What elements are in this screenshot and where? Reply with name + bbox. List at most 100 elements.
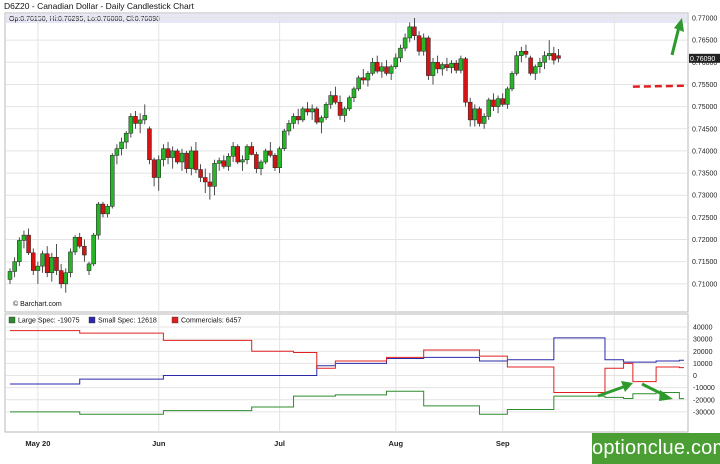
candle [286, 119, 292, 136]
candle-body-up [537, 62, 543, 67]
candle [207, 173, 213, 200]
candle-body-up [240, 159, 245, 163]
candle [240, 155, 245, 171]
candle [365, 71, 371, 87]
candle [156, 155, 161, 191]
candle [216, 157, 222, 171]
price-tick-label: 0.76500 [692, 38, 717, 45]
cot-tick-label: -20000 [693, 397, 715, 404]
candle [202, 168, 208, 194]
candle-body-down [151, 159, 157, 178]
candle [509, 71, 515, 92]
candle-body-down [463, 58, 468, 103]
candle-body-down [249, 146, 254, 155]
candle [105, 204, 110, 218]
cot-tick-label: -10000 [693, 385, 715, 392]
candle-body-down [314, 108, 320, 123]
candle [347, 95, 352, 112]
candle-body-up [379, 66, 385, 72]
time-tick-label: Aug [389, 439, 404, 448]
candle [309, 104, 315, 120]
candle [514, 51, 519, 76]
candle-body-up [123, 132, 129, 143]
candle-body-up [277, 148, 282, 169]
candle [402, 33, 408, 52]
candle-body-up [309, 108, 315, 113]
legend-swatch [171, 316, 179, 324]
candle [96, 201, 101, 240]
cot-tick-label: 20000 [693, 349, 713, 356]
candle-body-up [347, 97, 352, 110]
candle [63, 268, 69, 293]
candle-body-down [268, 150, 273, 156]
candle [86, 261, 92, 275]
price-grid [6, 14, 687, 311]
support-level-line [632, 84, 689, 88]
candle-body-up [388, 66, 394, 74]
candle [21, 230, 27, 249]
time-axis: May 20JunJulAugSepOct [25, 439, 621, 448]
candle-body-down [333, 95, 338, 103]
candle-body-down [58, 270, 64, 285]
candle [440, 62, 445, 76]
price-tick-label: 0.71000 [692, 281, 717, 288]
price-tick-label: 0.75500 [692, 82, 717, 89]
candle-body-up [244, 146, 250, 161]
candle [477, 106, 482, 127]
candle-body-up [216, 160, 222, 164]
candle-body-down [551, 53, 557, 61]
candle-body-down [193, 150, 199, 170]
candle [226, 153, 231, 171]
candle-body-down [453, 62, 459, 71]
time-tick-label: May 20 [25, 439, 50, 448]
candle [26, 228, 31, 256]
ohlc-readout: Op:0.76150, Hi:0.76295, Lo:0.76000, Cl:0… [9, 16, 160, 23]
candle [258, 159, 264, 176]
candle [291, 113, 296, 129]
candle [91, 232, 96, 267]
candle [128, 113, 134, 138]
cot-lines [10, 330, 684, 415]
candle-body-up [291, 116, 296, 124]
candle [412, 18, 417, 41]
candle-body-down [165, 148, 171, 158]
candle [30, 248, 36, 275]
candle-body-up [21, 234, 27, 241]
candle-body-down [175, 150, 180, 163]
candle-body-up [495, 98, 501, 107]
candle [351, 86, 357, 103]
candle [323, 102, 329, 120]
candle [374, 55, 380, 74]
candle-body-up [342, 108, 347, 116]
candle-body-down [491, 99, 496, 107]
price-tick-label: 0.74000 [692, 148, 717, 155]
time-tick-label: Jun [152, 439, 166, 448]
rise-arrow-icon [597, 381, 633, 398]
candle [361, 68, 366, 85]
candle-body-down [221, 160, 227, 167]
candle [388, 64, 394, 81]
candle-body-up [449, 62, 454, 68]
candle [393, 53, 399, 69]
price-tick-label: 0.72000 [692, 237, 717, 244]
candle-body-up [356, 77, 361, 90]
candle-body-up [110, 155, 115, 207]
candle-body-up [68, 251, 73, 274]
candle-body-up [458, 58, 464, 71]
candle-body-down [444, 64, 450, 68]
candle [495, 95, 501, 114]
candle [72, 235, 78, 256]
candle-body-up [351, 88, 357, 99]
candle-body-up [300, 108, 306, 121]
last-price-label: 0.76090 [690, 56, 715, 63]
candle [263, 148, 268, 165]
candle [133, 111, 138, 129]
candle-body-up [17, 240, 22, 262]
candle-body-up [472, 108, 478, 121]
candle [221, 155, 227, 169]
candle-body-up [12, 261, 17, 272]
candle [175, 148, 180, 165]
candle [421, 33, 426, 56]
cot-tick-label: 30000 [693, 337, 713, 344]
credit: © Barchart.com [13, 300, 62, 308]
